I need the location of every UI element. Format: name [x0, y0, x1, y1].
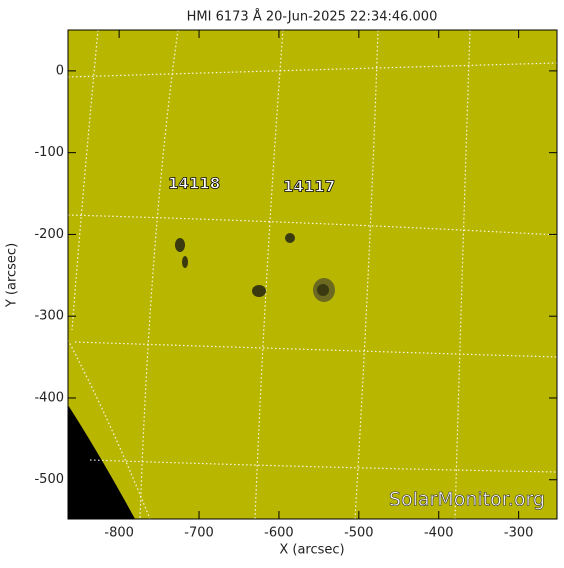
plot-frame — [67, 29, 558, 520]
x-tick-label: -300 — [504, 526, 534, 541]
x-tick-label: -400 — [424, 526, 454, 541]
y-tick-label: -100 — [34, 145, 64, 160]
x-axis-label: X (arcsec) — [279, 543, 344, 558]
x-tick-label: -700 — [184, 526, 214, 541]
y-tick-label: -400 — [34, 390, 64, 405]
watermark: SolarMonitor.org — [389, 489, 545, 511]
region-label: 14118 — [168, 175, 220, 193]
lat-lon-grid — [67, 29, 558, 520]
solar-image — [68, 30, 557, 519]
y-tick-label: -500 — [34, 472, 64, 487]
y-tick-label: 0 — [56, 63, 64, 78]
region-label: 14117 — [283, 178, 335, 196]
x-tick-label: -800 — [104, 526, 134, 541]
y-axis-label: Y (arcsec) — [5, 243, 20, 308]
chart-title: HMI 6173 Å 20-Jun-2025 22:34:46.000 — [187, 9, 438, 25]
sunspots — [175, 233, 335, 302]
space — [68, 405, 135, 519]
y-tick-label: -200 — [34, 227, 64, 242]
y-tick-label: -300 — [34, 309, 64, 324]
x-tick-label: -600 — [264, 526, 294, 541]
x-tick-label: -500 — [344, 526, 374, 541]
